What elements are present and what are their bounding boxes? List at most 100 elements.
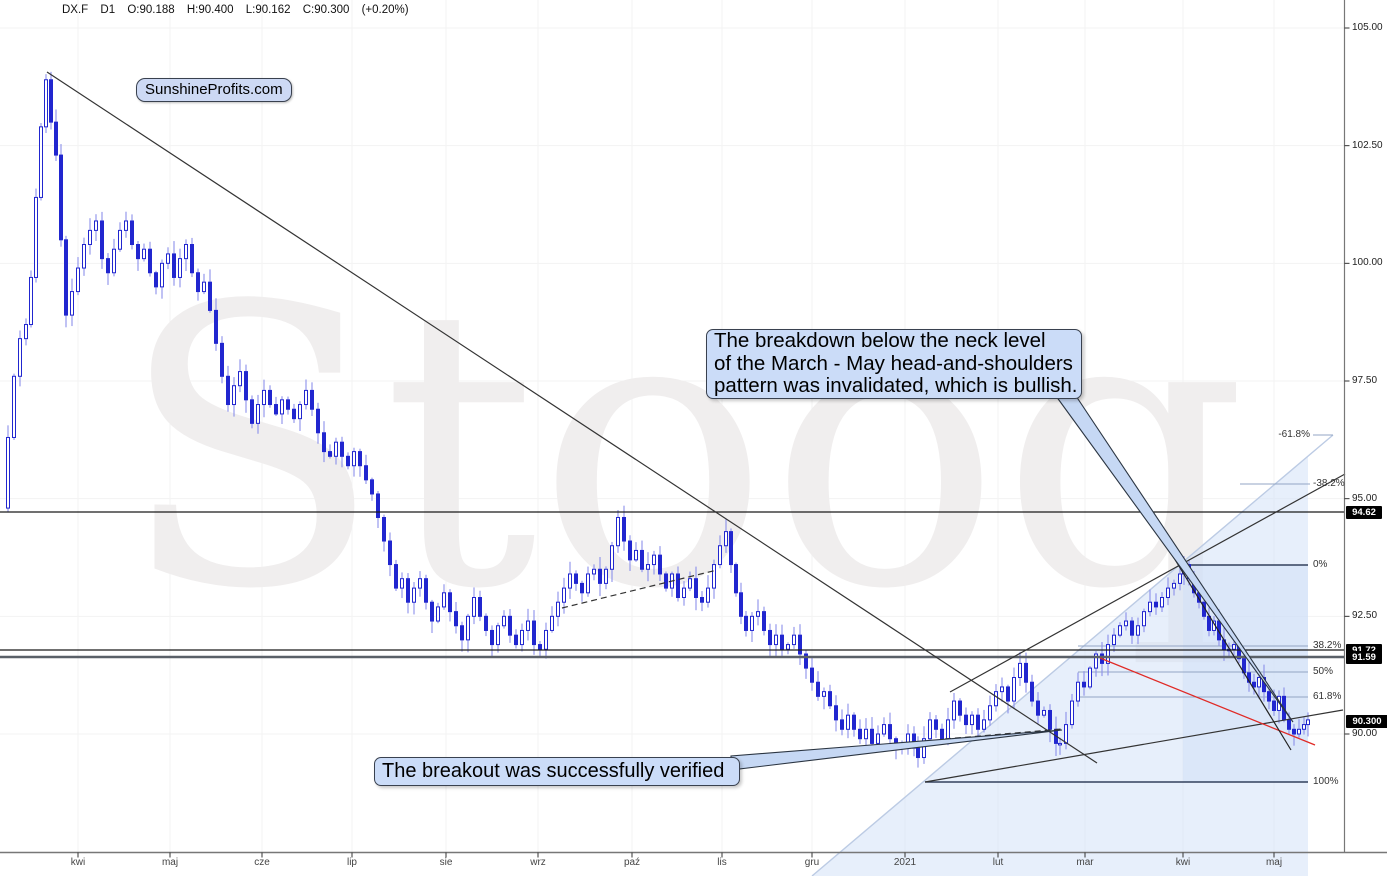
candle-body <box>472 597 476 617</box>
candle-body <box>598 568 602 584</box>
candle-body <box>1306 719 1310 726</box>
candle-body <box>1000 686 1004 693</box>
candle-body <box>700 597 704 603</box>
candle-body <box>970 714 974 726</box>
candle-body <box>430 601 434 622</box>
candle-body <box>406 578 410 603</box>
candle-body <box>940 728 944 740</box>
candle-body <box>658 554 662 575</box>
candle-body <box>734 564 738 594</box>
candle-body <box>646 564 650 570</box>
candle-body <box>1130 620 1134 636</box>
candle-body <box>729 531 733 566</box>
candle-body <box>316 408 320 434</box>
candle-body <box>640 549 644 570</box>
candle-body <box>1088 667 1092 688</box>
candle-body <box>514 634 518 646</box>
candle-body <box>478 597 482 617</box>
candle-body <box>286 399 290 410</box>
candle-body <box>604 568 608 584</box>
candle-body <box>1302 724 1306 730</box>
candle-body <box>858 728 862 740</box>
candle-body <box>1048 709 1052 730</box>
candle-body <box>142 248 146 260</box>
stooq-watermark: Stooq <box>119 225 1248 673</box>
candle-body <box>1166 587 1170 599</box>
candle-body <box>346 455 350 467</box>
candle-body <box>136 244 140 260</box>
candle-body <box>840 719 844 730</box>
candle-body <box>382 516 386 542</box>
candle-body <box>256 404 260 424</box>
candle-body <box>39 126 43 198</box>
candle-body <box>550 615 554 631</box>
candle-body <box>196 272 200 293</box>
candle-body <box>34 196 38 278</box>
candle-body <box>352 451 356 467</box>
candle-body <box>244 371 248 401</box>
candle-body <box>1207 615 1211 631</box>
candle-body <box>292 408 296 420</box>
candle-body <box>870 728 874 744</box>
fib-zone-rectangle <box>1183 565 1308 782</box>
candle-body <box>952 700 956 721</box>
candle-body <box>424 578 428 603</box>
candle-body <box>100 220 104 260</box>
candle-body <box>376 493 380 518</box>
candle-body <box>490 629 494 646</box>
candle-body <box>634 549 638 561</box>
candle-body <box>1287 719 1291 730</box>
candle-body <box>1118 625 1122 636</box>
candle-body <box>54 121 58 156</box>
candle-body <box>112 248 116 274</box>
candle-body <box>804 653 808 669</box>
candle-body <box>574 573 578 584</box>
candle-body <box>1112 634 1116 646</box>
candle-body <box>364 465 368 481</box>
candle-body <box>724 531 728 547</box>
candle-body <box>250 399 254 424</box>
candle-body <box>1042 709 1046 716</box>
candle-body <box>1124 620 1128 627</box>
candle-body <box>76 267 80 293</box>
candle-body <box>526 620 530 631</box>
candle-body <box>694 578 698 599</box>
candle-body <box>24 324 28 340</box>
candle-body <box>214 309 218 344</box>
candle-body <box>304 389 308 406</box>
candle-body <box>18 338 22 377</box>
candle-body <box>310 389 314 410</box>
candle-body <box>238 371 242 387</box>
candle-body <box>1136 625 1140 636</box>
candle-body <box>418 578 422 589</box>
candle-body <box>94 220 98 231</box>
candle-body <box>532 620 536 646</box>
candle-body <box>922 738 926 759</box>
dashed-consolidation-line <box>561 569 718 609</box>
candle-body <box>44 79 48 128</box>
candle-body <box>508 615 512 636</box>
candle-body <box>792 634 796 646</box>
candle-body <box>946 719 950 740</box>
candle-body <box>798 634 802 655</box>
candle-body <box>934 719 938 730</box>
candle-body <box>202 281 206 293</box>
candle-body <box>118 229 122 250</box>
candle-body <box>160 262 164 288</box>
candle-body <box>964 714 968 726</box>
candle-body <box>744 615 748 631</box>
candle-body <box>178 258 182 278</box>
candle-body <box>1257 677 1261 688</box>
candle-body <box>780 634 784 650</box>
candle-body <box>810 667 814 683</box>
candle-body <box>1172 582 1176 589</box>
candle-body <box>774 634 778 646</box>
candle-body <box>484 615 488 631</box>
candle-body <box>358 451 362 467</box>
candle-body <box>1272 700 1276 711</box>
candle-body <box>976 714 980 730</box>
candle-body <box>876 733 880 744</box>
candle-body <box>298 404 302 420</box>
candle-body <box>1076 681 1080 702</box>
